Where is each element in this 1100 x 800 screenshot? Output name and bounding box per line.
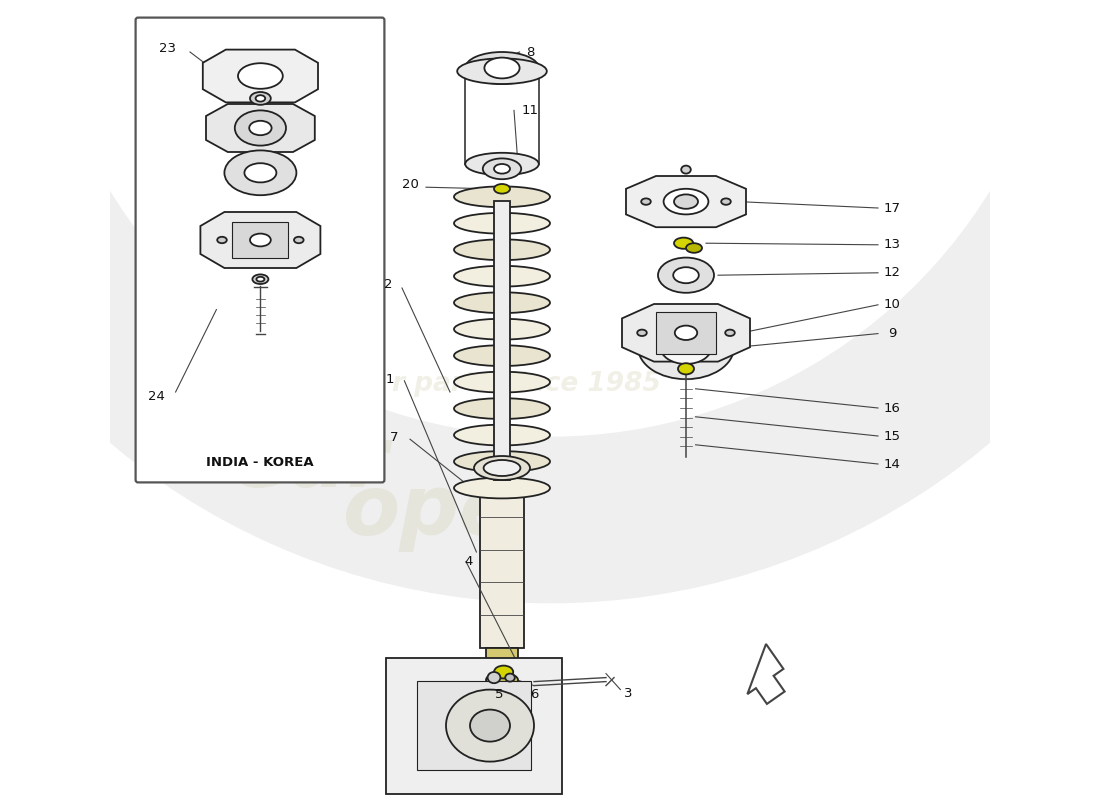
Ellipse shape (674, 326, 697, 340)
Ellipse shape (470, 710, 510, 742)
Text: 14: 14 (884, 458, 901, 470)
Ellipse shape (454, 292, 550, 313)
Ellipse shape (637, 330, 647, 336)
Ellipse shape (250, 121, 272, 135)
Ellipse shape (234, 110, 286, 146)
Ellipse shape (238, 63, 283, 89)
Ellipse shape (484, 58, 519, 78)
Text: 15: 15 (884, 430, 901, 442)
Bar (486, 648, 518, 680)
Ellipse shape (465, 52, 539, 84)
Ellipse shape (673, 267, 698, 283)
Ellipse shape (454, 213, 550, 234)
Polygon shape (656, 311, 716, 354)
Ellipse shape (454, 346, 550, 366)
Ellipse shape (256, 277, 264, 282)
Ellipse shape (255, 95, 265, 102)
Ellipse shape (483, 158, 521, 179)
Text: a: a (346, 291, 386, 349)
Text: 3: 3 (624, 687, 632, 700)
Text: 17: 17 (884, 202, 901, 214)
Ellipse shape (663, 189, 708, 214)
Ellipse shape (722, 198, 730, 205)
Ellipse shape (486, 673, 518, 687)
Ellipse shape (725, 330, 735, 336)
Ellipse shape (641, 198, 651, 205)
Text: 20: 20 (402, 178, 418, 191)
Polygon shape (202, 50, 318, 102)
Ellipse shape (454, 266, 550, 286)
Text: 4: 4 (464, 555, 473, 568)
Text: 11: 11 (521, 104, 539, 117)
Text: 5: 5 (495, 688, 504, 701)
Text: 6: 6 (530, 688, 538, 701)
Polygon shape (626, 176, 746, 227)
Ellipse shape (484, 460, 520, 476)
Text: 1: 1 (386, 373, 394, 386)
Ellipse shape (474, 456, 530, 480)
Ellipse shape (294, 237, 304, 243)
Text: r parts since 1985: r parts since 1985 (392, 371, 660, 397)
Bar (417, 682, 531, 770)
Text: 9: 9 (888, 327, 896, 340)
Ellipse shape (217, 237, 227, 243)
Ellipse shape (674, 194, 698, 209)
Ellipse shape (505, 674, 515, 682)
Polygon shape (747, 644, 784, 704)
Text: 16: 16 (884, 402, 901, 414)
Text: eur: eur (231, 423, 388, 505)
Ellipse shape (454, 186, 550, 207)
Ellipse shape (686, 243, 702, 253)
Ellipse shape (250, 92, 271, 105)
Ellipse shape (250, 234, 271, 246)
Text: 24: 24 (148, 390, 165, 402)
Ellipse shape (678, 363, 694, 374)
Ellipse shape (454, 478, 550, 498)
Ellipse shape (494, 666, 514, 678)
Text: 12: 12 (884, 266, 901, 279)
Ellipse shape (454, 318, 550, 339)
Polygon shape (206, 104, 315, 152)
Ellipse shape (487, 672, 500, 683)
Ellipse shape (224, 150, 296, 195)
Bar (494, 201, 510, 480)
Ellipse shape (658, 258, 714, 293)
Ellipse shape (638, 315, 734, 379)
Text: 7: 7 (389, 431, 398, 444)
Text: 23: 23 (160, 42, 176, 54)
Ellipse shape (674, 238, 693, 249)
Ellipse shape (458, 58, 547, 84)
Polygon shape (200, 212, 320, 268)
Ellipse shape (681, 166, 691, 174)
Text: ope: ope (343, 471, 517, 553)
Text: 8: 8 (526, 46, 535, 58)
Ellipse shape (244, 163, 276, 182)
Polygon shape (621, 304, 750, 362)
Ellipse shape (494, 164, 510, 174)
Polygon shape (232, 222, 288, 258)
Ellipse shape (252, 274, 268, 284)
Text: 10: 10 (884, 298, 901, 311)
Ellipse shape (454, 372, 550, 393)
Ellipse shape (454, 425, 550, 446)
Text: 13: 13 (884, 238, 901, 251)
Bar (481, 484, 524, 648)
Text: INDIA - KOREA: INDIA - KOREA (206, 456, 313, 469)
Ellipse shape (454, 239, 550, 260)
Bar (386, 658, 562, 794)
Ellipse shape (660, 330, 712, 364)
Ellipse shape (465, 153, 539, 175)
Text: 2: 2 (384, 278, 393, 290)
FancyBboxPatch shape (135, 18, 384, 482)
Ellipse shape (454, 451, 550, 472)
Ellipse shape (454, 398, 550, 419)
Ellipse shape (494, 184, 510, 194)
Ellipse shape (446, 690, 534, 762)
